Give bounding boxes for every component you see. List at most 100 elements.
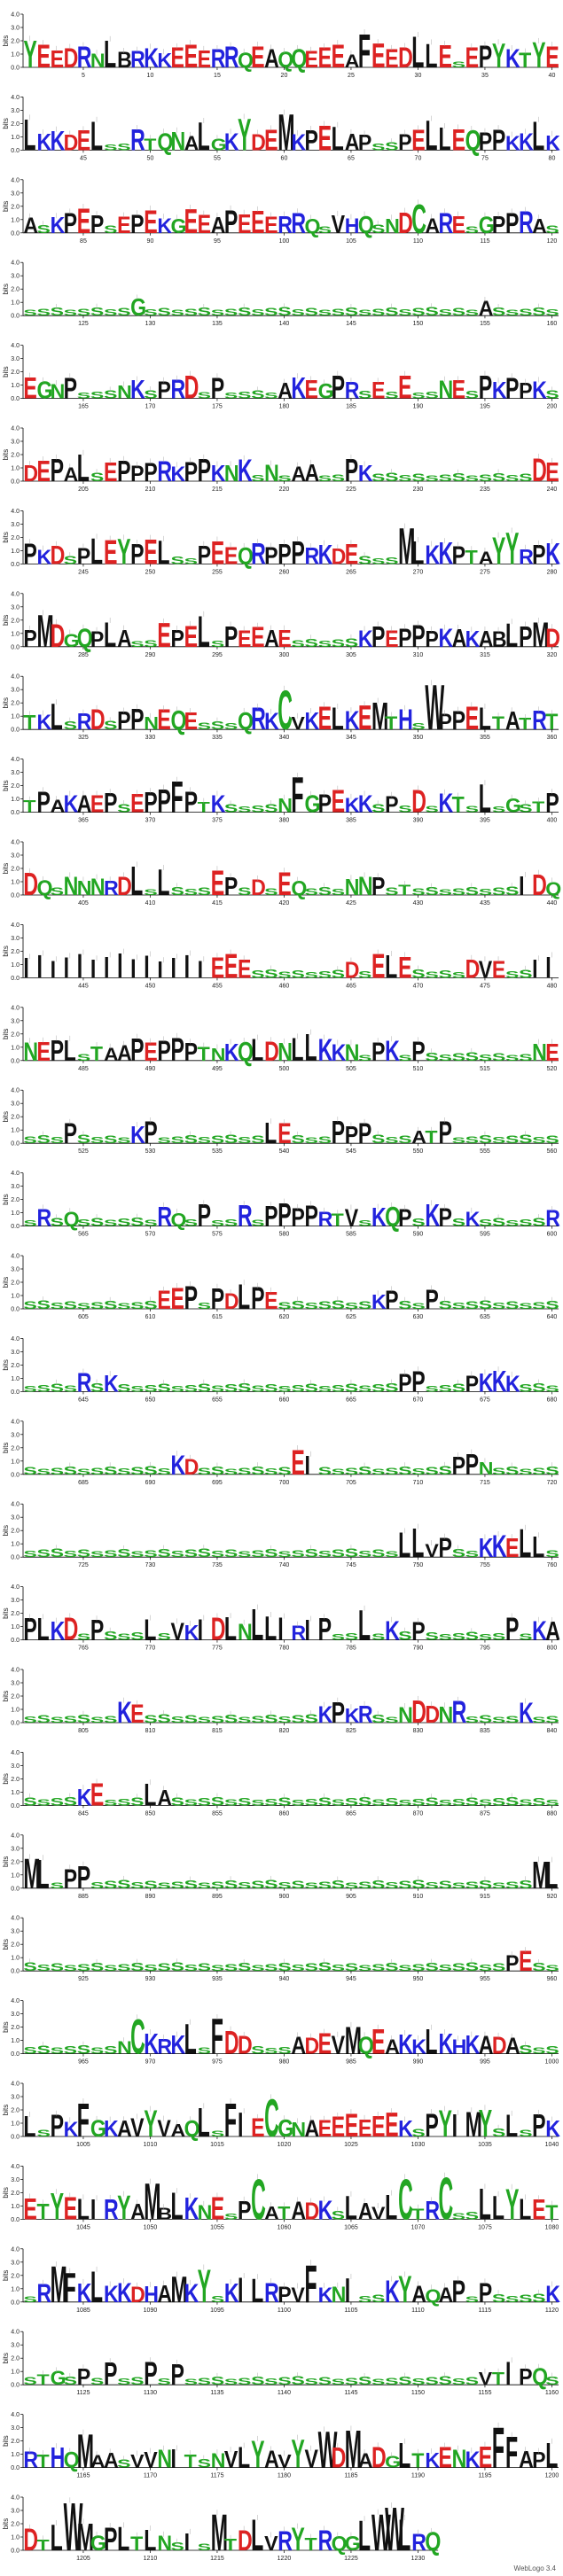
logo-letter-group: S [465,1299,479,1311]
logo-letter-group: D [532,869,547,902]
logo-letter: M [211,2505,228,2562]
logo-letter: S [238,390,251,401]
logo-letter: E [465,42,479,74]
y-axis-label: bits [2,1525,10,1536]
logo-letter: K [130,1122,145,1149]
logo-letter: S [264,1712,278,1725]
x-tick-label: 75 [481,155,489,161]
y-tick-label: 2.0 [11,2439,20,2445]
logo-letter-group: K [264,709,279,735]
logo-letter-group: S [358,554,371,566]
logo-letter: S [358,1218,372,1228]
logo-letter: C [438,2165,453,2232]
y-tick-label: 2.0 [11,1529,20,1535]
logo-letter: S [519,967,532,980]
logo-letter: S [304,970,318,979]
logo-letter: A [64,464,79,486]
y-tick-label: 4.0 [11,2495,20,2502]
logo-letter: P [157,1034,170,1067]
logo-letter-group: K [211,791,226,819]
x-tick-label: 1095 [210,2308,224,2314]
y-tick-label: 2.0 [11,121,20,128]
logo-letter: V [291,713,305,734]
y-axis-label: bits [2,946,10,956]
logo-letter: S [104,720,117,733]
logo-letter: S [77,1302,91,1311]
logo-letter: L [64,1035,76,1068]
logo-letter: K [224,1039,239,1067]
logo-letter-group: D [90,703,106,735]
logo-letter: L [238,1276,250,1316]
logo-letter-group: P [505,372,519,405]
logo-letter: P [452,1451,465,1480]
logo-letter: S [51,1466,64,1476]
logo-letter: E [184,202,198,241]
logo-letter-group: S [211,719,224,732]
x-tick-label: 885 [78,1894,89,1900]
logo-letter-group: S [117,1467,131,1476]
logo-letter: D [184,1455,199,1480]
x-tick-label: 585 [346,1232,356,1238]
logo-letter: A [291,2196,306,2225]
logo-letter: G [479,212,495,238]
logo-letter: K [224,2278,239,2308]
logo-letter-group: K [170,2030,185,2059]
logo-letter: L [505,2109,518,2144]
logo-letter-group: K [358,462,373,486]
logo-letter: Q [77,623,93,652]
logo-letter: S [545,1548,559,1559]
logo-letter-group: S [505,1795,519,1809]
logo-letter-group: S [198,1547,211,1560]
logo-letter-group: A [264,2202,279,2223]
logo-letter: V [224,2447,238,2473]
logo-letter-group: P [532,539,545,570]
logo-letter: S [358,1383,372,1393]
logo-letter-group: S [452,970,466,979]
x-tick-label: 405 [78,900,89,907]
logo-letter: A [304,460,319,487]
logo-letter: S [117,1962,130,1973]
logo-letter-group: M [51,2257,67,2314]
x-tick-label: 675 [480,1397,490,1403]
logo-letter: L [251,1601,263,1650]
y-tick-label: 4.0 [11,1833,20,1839]
logo-letter-group: T [425,1127,437,1148]
logo-letter-group: S [278,474,292,483]
y-tick-label: 1.0 [11,714,20,720]
logo-letter-group: S [505,1299,519,1311]
logo-letter-group: P [77,1860,90,1896]
logo-letter-group: P [438,710,451,735]
logo-letter: D [64,43,79,74]
y-axis-label: bits [2,1939,10,1950]
logo-letter: E [505,1532,519,1563]
x-tick-label: 1220 [278,2556,292,2562]
logo-letter-group: S [438,1632,452,1641]
logo-letter: S [438,307,451,318]
logo-letter: R [36,2278,51,2308]
logo-letter: S [452,1136,466,1146]
logo-letter-group: S [505,969,519,980]
x-tick-label: 695 [212,1480,223,1486]
logo-letter: Q [238,543,254,570]
logo-letter: S [198,2046,212,2056]
logo-letter-group: S [36,1713,50,1725]
logo-letter: S [545,307,559,317]
y-axis-label: bits [2,2353,10,2363]
logo-letter: S [358,969,371,980]
logo-letter: L [304,1027,317,1069]
logo-letter-group: S [371,1962,385,1973]
y-tick-label: 0.0 [11,2549,20,2555]
y-tick-label: 2.0 [11,618,20,624]
logo-letter-group: W [385,2494,404,2564]
logo-letter-group: Q [157,128,173,156]
logo-letter-group: L [144,1615,156,1647]
logo-letter-group: P [425,627,438,653]
logo-letter: S [211,2129,225,2138]
x-tick-label: 1200 [545,2473,559,2479]
logo-letter: K [545,131,560,156]
y-tick-label: 2.0 [11,1942,20,1949]
logo-letter-group: S [51,1961,64,1973]
logo-letter-group: N [385,214,400,237]
